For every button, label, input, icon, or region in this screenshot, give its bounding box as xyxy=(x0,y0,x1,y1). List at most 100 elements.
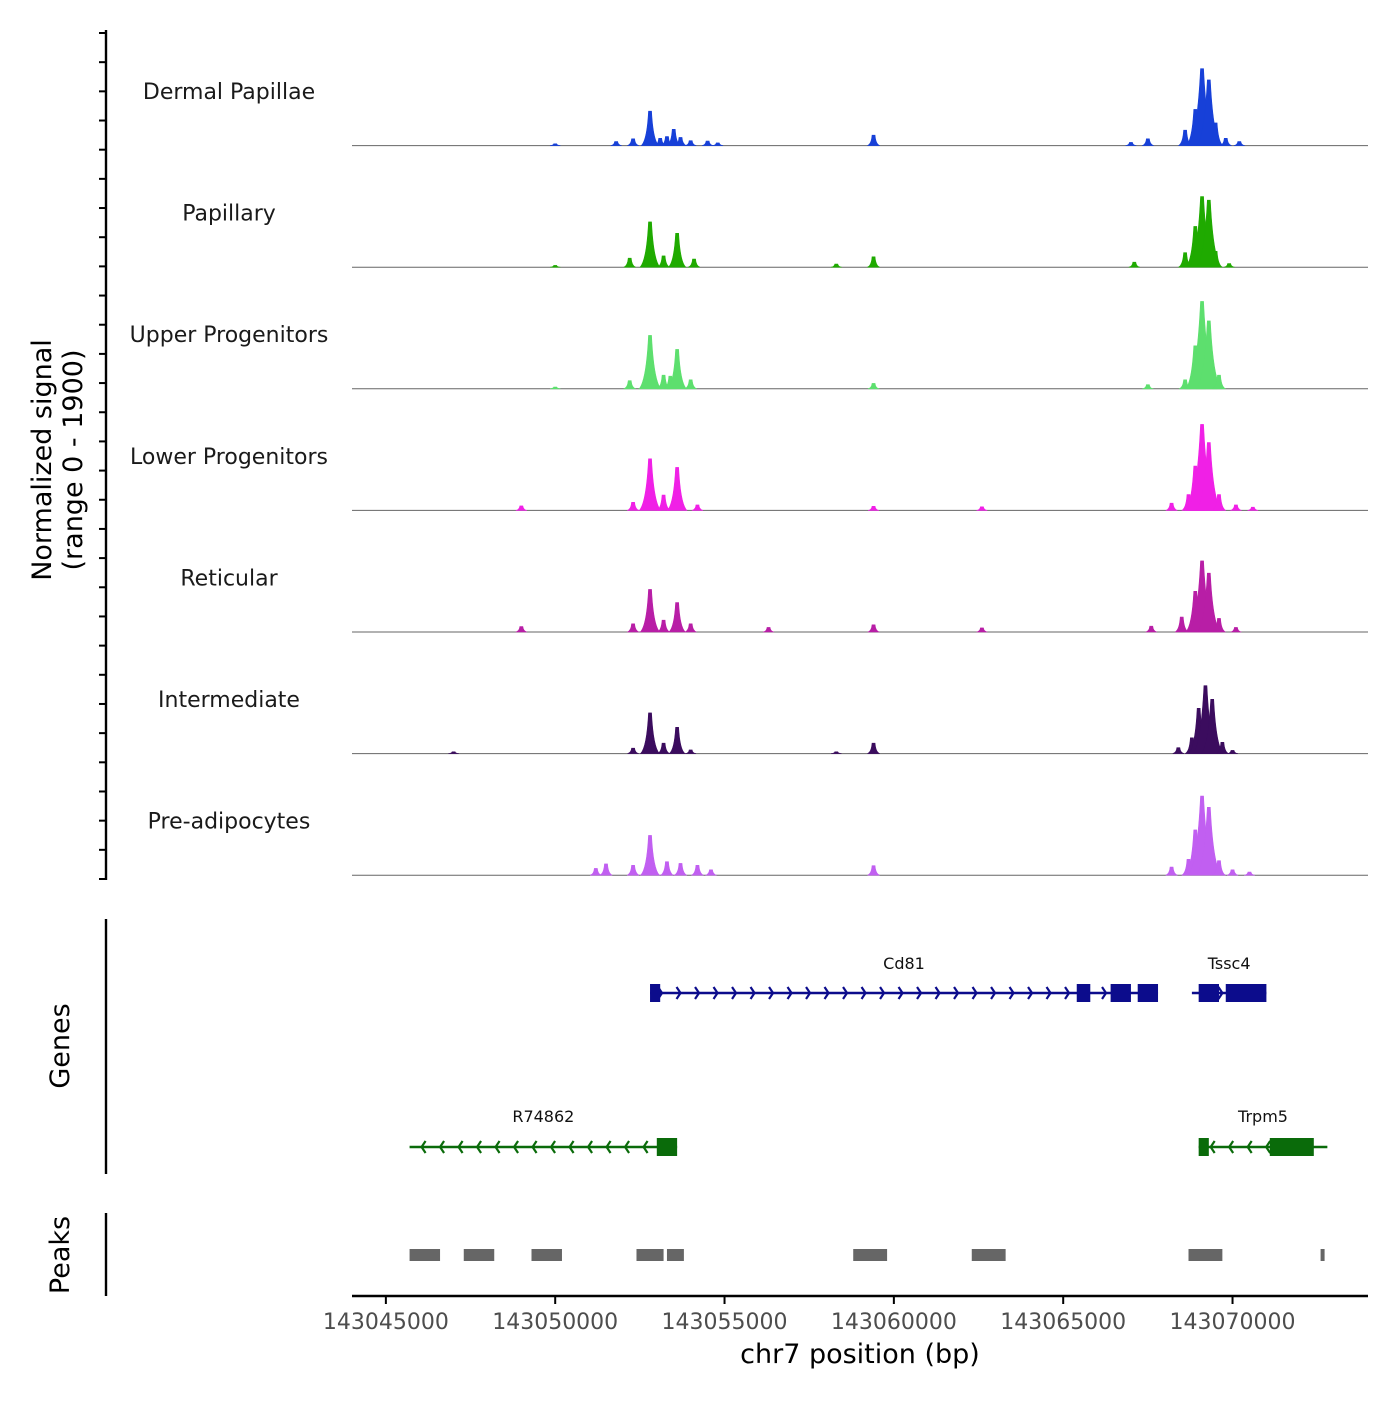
signal-peak xyxy=(1174,616,1189,633)
signal-peak xyxy=(867,383,880,390)
signal-peak xyxy=(549,265,561,268)
signal-peak xyxy=(830,263,842,268)
signal-peak xyxy=(656,494,671,511)
strand-arrow xyxy=(768,986,775,1000)
strand-arrow xyxy=(971,986,978,1000)
signal-peak xyxy=(589,868,602,876)
peak-region xyxy=(666,1249,684,1261)
signal-peak xyxy=(657,619,671,633)
signal-peak xyxy=(599,863,613,876)
signal-peak xyxy=(1128,261,1140,268)
strand-arrow xyxy=(805,986,812,1000)
signal-peak xyxy=(640,110,660,146)
x-tick-label: 143060000 xyxy=(831,1310,957,1335)
peak-region xyxy=(636,1249,664,1261)
signal-peak xyxy=(610,141,622,146)
track-label: Papillary xyxy=(182,202,276,227)
strand-arrow xyxy=(568,1140,575,1154)
signal-peak xyxy=(1212,618,1226,633)
gene-exon xyxy=(650,984,661,1002)
signal-peak xyxy=(1207,122,1225,146)
coverage-track: Pre-adipocytes xyxy=(148,795,1368,876)
signal-peak xyxy=(448,751,459,754)
strand-arrow xyxy=(642,1140,649,1154)
signal-peak xyxy=(1247,506,1259,511)
track-label: Reticular xyxy=(180,566,278,591)
strand-arrow xyxy=(916,986,923,1000)
gene-model: R74862 xyxy=(409,1107,678,1156)
signal-peak xyxy=(691,504,704,511)
coverage-tracks: Dermal Papillae Papillary Upper Progenitor… xyxy=(130,68,1368,876)
strand-arrow xyxy=(549,1140,556,1154)
gene-exon xyxy=(1198,1138,1209,1156)
signal-peak xyxy=(1142,138,1154,146)
strand-arrow xyxy=(860,986,867,1000)
strand-arrow xyxy=(953,986,960,1000)
x-tick-label: 143045000 xyxy=(323,1310,449,1335)
genes-panel-title: Genes xyxy=(45,1003,76,1088)
signal-peak xyxy=(627,747,639,754)
peak-region xyxy=(531,1249,562,1261)
track-label: Pre-adipocytes xyxy=(148,810,311,835)
gene-exon xyxy=(656,1138,678,1156)
signal-peak xyxy=(684,623,697,633)
signal-peak xyxy=(626,864,640,876)
peaks-panel-title: Peaks xyxy=(45,1216,76,1294)
strand-arrow xyxy=(823,986,830,1000)
signal-peak xyxy=(702,140,714,146)
strand-arrow xyxy=(786,986,793,1000)
signal-peak xyxy=(668,602,687,633)
track-label: Upper Progenitors xyxy=(130,323,329,348)
strand-arrow xyxy=(675,986,682,1000)
signal-peak xyxy=(657,255,670,268)
signal-peak xyxy=(1165,866,1178,876)
gene-exon xyxy=(1137,984,1159,1002)
strand-arrow xyxy=(605,1140,612,1154)
strand-arrow xyxy=(531,1140,538,1154)
signal-peak xyxy=(638,458,662,511)
gene-exon xyxy=(1110,984,1131,1002)
gene-model: Cd81 xyxy=(650,954,1159,1002)
signal-peak xyxy=(638,335,662,390)
strand-arrow xyxy=(457,1140,464,1154)
signal-peak xyxy=(639,221,661,268)
signal-peak xyxy=(1215,741,1229,754)
signal-peak xyxy=(1233,141,1245,146)
gene-label: R74862 xyxy=(512,1107,574,1126)
strand-arrow xyxy=(420,1140,427,1154)
strand-arrow xyxy=(1264,1140,1272,1154)
signal-peak xyxy=(868,506,880,511)
gene-exon xyxy=(1269,1138,1314,1156)
strand-arrow xyxy=(586,1140,593,1154)
strand-arrow xyxy=(712,986,719,1000)
signal-peak xyxy=(831,751,842,754)
strand-arrow xyxy=(494,1140,501,1154)
strand-arrow xyxy=(1027,986,1034,1000)
peak-region xyxy=(853,1249,888,1261)
signal-peak xyxy=(867,865,880,876)
signal-peak xyxy=(762,627,775,633)
coverage-track: Papillary xyxy=(182,196,1368,268)
signal-peak xyxy=(1145,625,1157,633)
strand-arrow xyxy=(749,986,756,1000)
signal-peak xyxy=(549,143,561,146)
peak-region xyxy=(1188,1249,1223,1261)
gene-label: Cd81 xyxy=(883,954,925,973)
strand-arrow xyxy=(1101,986,1108,1000)
signal-peak xyxy=(867,742,880,754)
y-axis-title-line2: (range 0 - 1900) xyxy=(58,350,89,571)
signal-peak xyxy=(1208,251,1223,268)
signal-peak xyxy=(668,727,686,754)
gene-exon xyxy=(1225,984,1267,1002)
strand-arrow xyxy=(1209,1140,1216,1154)
signal-peak xyxy=(627,501,640,511)
signal-peak xyxy=(712,142,724,146)
coverage-track: Dermal Papillae xyxy=(143,68,1368,147)
signal-peak xyxy=(1212,374,1226,390)
gene-exon xyxy=(1198,984,1219,1002)
track-label: Dermal Papillae xyxy=(143,80,315,105)
signal-peak xyxy=(549,386,561,390)
coverage-track: Reticular xyxy=(180,560,1368,633)
gene-model: Tssc4 xyxy=(1191,954,1267,1002)
